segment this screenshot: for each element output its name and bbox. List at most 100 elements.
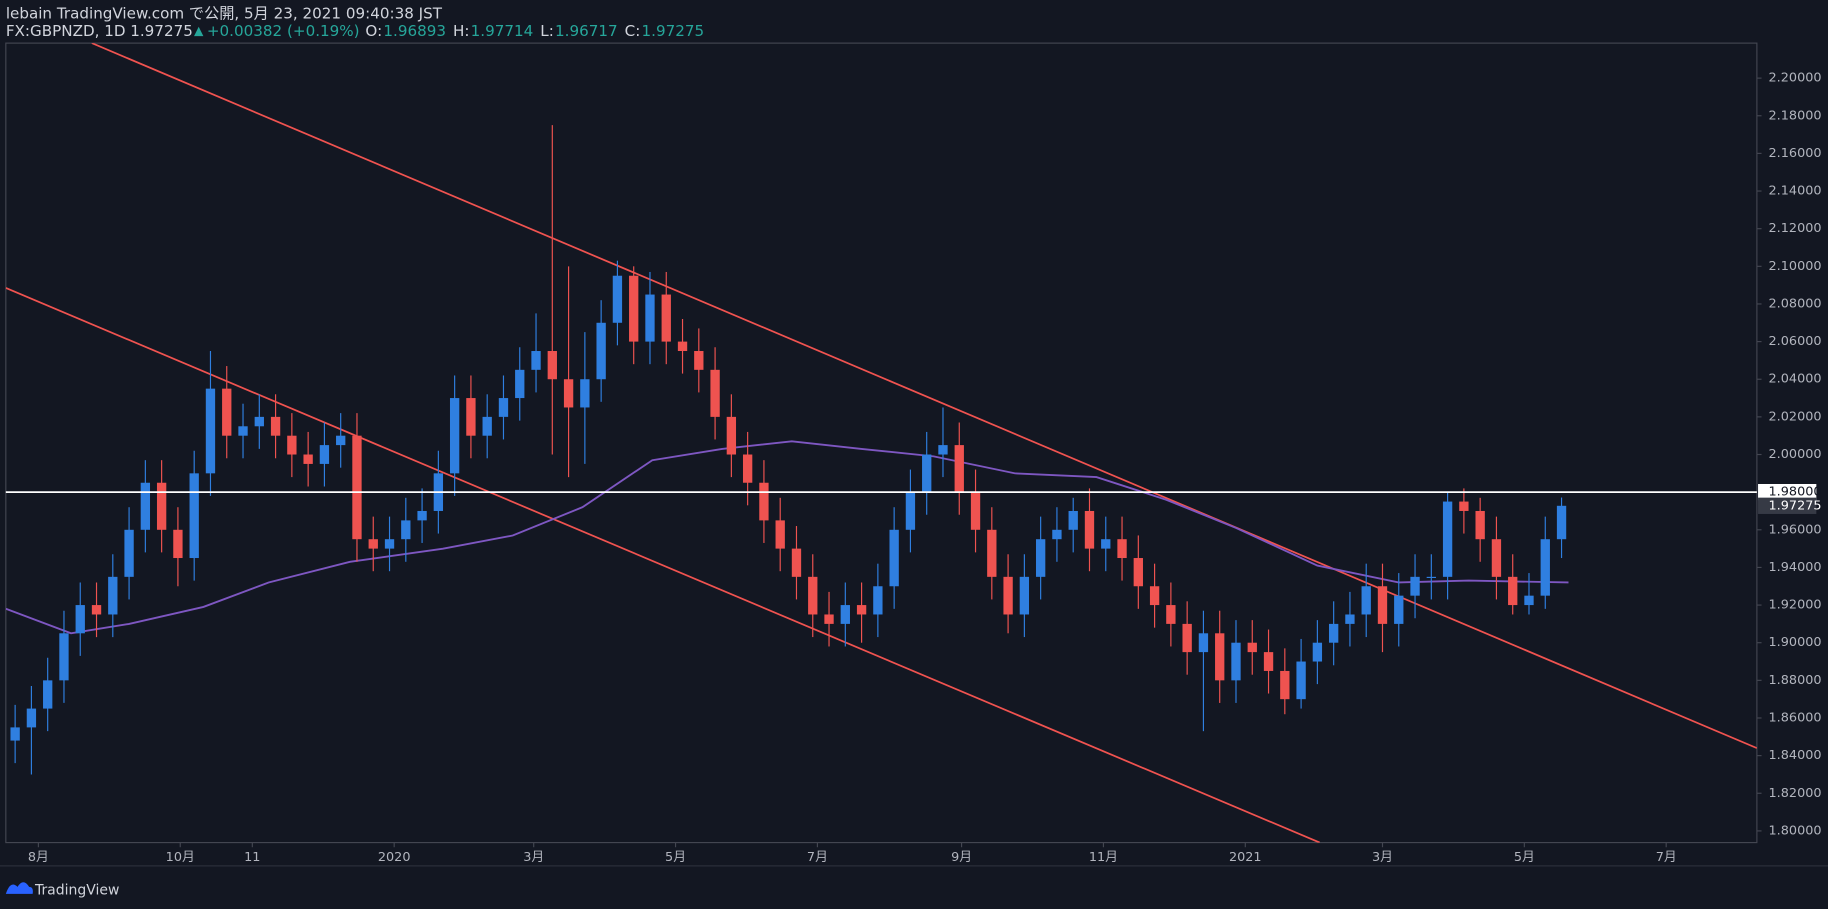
candle [1524,573,1534,615]
candle-body [140,482,151,530]
candle-body [75,605,85,634]
axes: 1.80000 1.82000 1.84000 1.86000 1.88000 1.900… [28,71,1822,866]
candle-body [108,576,118,615]
hline-label-box [1758,483,1817,501]
candle [140,460,151,553]
trend-line [5,287,1321,843]
candle [840,582,850,647]
candle [156,460,167,553]
candle-body [1345,614,1355,624]
tradingview-logo [5,882,33,894]
candle [515,347,525,421]
y-tick-label: 2.06000 [1769,334,1822,349]
candle [1410,554,1420,619]
candle [1280,648,1290,715]
candle [1296,638,1306,709]
candle [352,413,362,562]
candle-body [677,341,688,352]
candle-body [1459,501,1469,511]
candle [856,582,867,643]
candle [677,319,688,374]
x-tick-label: 5月 [1514,850,1535,865]
candle-body [449,398,460,474]
candle [661,271,671,365]
candle-body [1019,576,1030,615]
ohlc-value: 1.96717 [555,22,618,40]
candle-body [515,369,525,399]
candle-body [1198,633,1209,653]
x-tick-label: 11 [244,850,260,865]
candle [1361,563,1371,638]
candle [1442,492,1453,600]
candle-body [91,605,102,615]
candle [629,266,639,365]
candle-body [303,454,313,464]
change: +0.00382 (+0.19%) [207,22,360,40]
candle [417,488,427,543]
y-tick-label: 1.92000 [1769,598,1822,613]
y-tick-label: 2.08000 [1769,296,1822,311]
candle-body [466,398,476,436]
candle [189,450,199,581]
candle [75,582,85,656]
candle-body [889,529,899,587]
up-arrow [194,26,204,37]
candle [1182,601,1192,675]
candle-body [742,454,753,483]
candle-body [417,510,427,521]
candle [26,685,37,775]
candle-body [1247,642,1257,653]
candle-body [954,445,964,493]
candle-body [482,416,492,436]
candle [238,403,248,459]
candle-body [808,576,818,615]
candle [596,300,606,402]
candle [1149,563,1160,628]
y-tick-label: 1.86000 [1769,710,1822,725]
candle [1166,582,1176,647]
candle-body [563,379,574,408]
candle-body [1052,529,1062,540]
candle [124,507,134,600]
candle-body [189,473,199,559]
candle [580,332,590,464]
last-price: 1.97275 [130,22,193,40]
x-tick-label: 11月 [1089,850,1118,865]
candle [1035,516,1046,600]
candle [1101,516,1111,572]
ohlc-label: C: [625,22,641,40]
ohlc-value: 1.96893 [383,22,446,40]
candle [401,497,411,562]
candle-body [1394,595,1404,624]
candle-body [59,633,69,681]
candle [43,657,53,732]
candle-body [1231,642,1241,681]
candle-body [775,520,785,549]
y-tick-label: 2.16000 [1769,146,1822,161]
candle-body [43,680,53,709]
y-tick-label: 1.94000 [1769,560,1822,575]
candle-body [1182,623,1192,653]
candle [1540,516,1550,609]
candle-body [254,416,264,427]
candle-body [368,539,378,549]
candle [1068,497,1078,553]
plot-area [5,43,1757,843]
candle-body [629,275,639,342]
y-tick-label: 2.12000 [1769,221,1822,236]
candle-body [1215,633,1225,681]
candle-body [1117,539,1127,559]
candle [222,366,232,459]
y-tick-label: 2.14000 [1769,184,1822,199]
candle [108,554,118,638]
candle-body [824,614,834,624]
candle [254,394,264,449]
candle [1247,620,1257,675]
candle-body [1426,576,1436,579]
x-tick-label: 5月 [665,850,686,865]
candle [1133,535,1143,609]
candle-body [1442,501,1453,577]
candle [1019,554,1030,638]
y-tick-label: 1.96000 [1769,522,1822,537]
candle-body [1280,670,1290,700]
